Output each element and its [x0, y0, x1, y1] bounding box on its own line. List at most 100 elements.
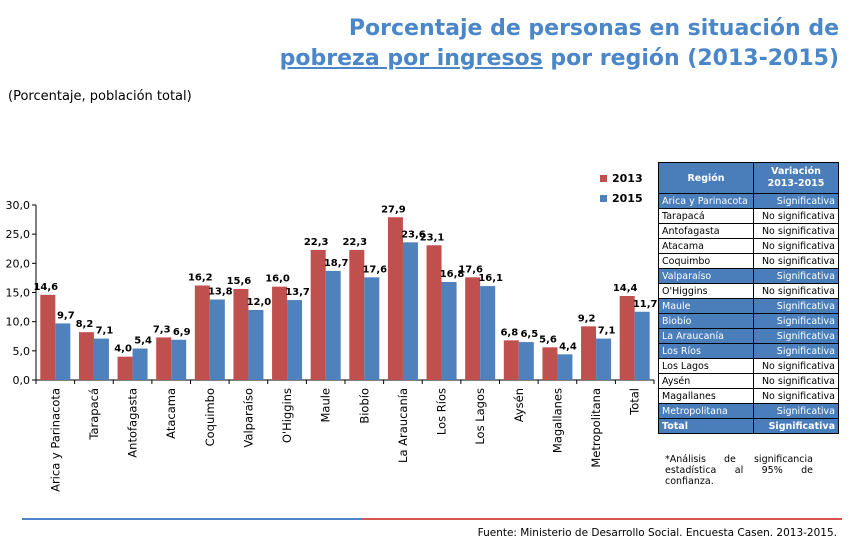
data-label-2013: 6,8: [500, 327, 518, 338]
table-cell-region: La Araucanía: [658, 328, 754, 344]
data-label-2013: 4,0: [114, 344, 132, 355]
table-cell-region: Valparaíso: [658, 268, 754, 284]
table-header-row: Región Variación 2013-2015: [658, 162, 839, 194]
data-label-2015: 5,4: [134, 336, 152, 347]
bar-2013: [194, 285, 210, 380]
data-label-2013: 27,9: [381, 204, 406, 215]
bar-2013: [310, 249, 326, 380]
table-row: Arica y Parinacota Significativa: [658, 193, 839, 209]
bar-2013: [426, 245, 442, 380]
table-cell-variation: Significativa: [753, 298, 839, 314]
chart-title: Porcentaje de personas en situación de p…: [280, 14, 839, 74]
y-tick-label: 30,0: [6, 199, 31, 212]
bar-2015: [441, 282, 457, 380]
table-cell-region: Total: [658, 418, 754, 434]
table-cell-variation: Significativa: [753, 418, 839, 434]
title-underlined-part: pobreza por ingresos: [279, 46, 543, 71]
legend-label-2013: 2013: [612, 172, 643, 185]
table-row: Antofagasta No significativa: [658, 223, 839, 239]
bar-2013: [117, 356, 133, 380]
table-cell-variation: No significativa: [753, 223, 839, 239]
data-label-2013: 22,3: [342, 237, 367, 248]
x-category-label: Maule: [319, 388, 333, 423]
table-body: Arica y Parinacota Significativa Tarapacá N…: [658, 193, 839, 434]
data-label-2015: 17,6: [362, 264, 387, 275]
x-category-label: Arica y Parinacota: [48, 388, 62, 492]
table-cell-variation: Significativa: [753, 268, 839, 284]
data-label-2013: 17,6: [458, 264, 483, 275]
table-row: Los Lagos No significativa: [658, 358, 839, 374]
x-category-label: La Araucanía: [396, 388, 410, 463]
significance-note: *Análisis de significancia estadística a…: [665, 454, 813, 487]
x-category-label: Los Ríos: [435, 388, 449, 435]
data-label-2015: 12,0: [247, 297, 272, 308]
table-cell-variation: Significativa: [753, 193, 839, 209]
bar-2015: [596, 338, 612, 380]
data-label-2013: 23,1: [420, 232, 445, 243]
table-row: Aysén No significativa: [658, 373, 839, 389]
bar-2015: [287, 300, 303, 380]
table-cell-variation: Significativa: [753, 343, 839, 359]
data-label-2013: 7,3: [153, 324, 171, 335]
data-label-2013: 14,4: [613, 283, 638, 294]
data-label-2013: 5,6: [539, 334, 557, 345]
data-label-2015: 6,9: [173, 327, 191, 338]
table-cell-region: Coquimbo: [658, 253, 754, 269]
table-row: La Araucanía Significativa: [658, 328, 839, 344]
legend-swatch-2013: [600, 175, 607, 182]
data-label-2015: 16,8: [440, 269, 465, 280]
data-label-2015: 7,1: [598, 326, 616, 337]
data-label-2015: 16,1: [478, 273, 503, 284]
bar-2015: [402, 242, 418, 380]
table-cell-region: Aysén: [658, 373, 754, 389]
table-cell-variation: No significativa: [753, 358, 839, 374]
legend-label-2015: 2015: [612, 192, 643, 205]
bar-2013: [78, 332, 94, 380]
table-row: Valparaíso Significativa: [658, 268, 839, 284]
bar-2015: [325, 270, 341, 380]
data-label-2015: 7,1: [96, 326, 114, 337]
bar-2013: [349, 249, 365, 380]
divider-line-blue: [22, 518, 362, 520]
table-cell-variation: No significativa: [753, 373, 839, 389]
table-cell-region: Atacama: [658, 238, 754, 254]
table-cell-variation: No significativa: [753, 388, 839, 404]
bar-2013: [156, 337, 172, 380]
bar-2013: [387, 217, 403, 380]
table-cell-region: Maule: [658, 298, 754, 314]
table-cell-variation: Significativa: [753, 328, 839, 344]
data-label-2015: 4,4: [559, 341, 577, 352]
bar-2013: [503, 340, 519, 380]
table-row: Coquimbo No significativa: [658, 253, 839, 269]
table-row: Maule Significativa: [658, 298, 839, 314]
bar-chart: 0,0 5,0 10,0 15,0 20,0 25,0 30,0 14,6 9,7 Arica y…: [6, 172, 658, 492]
bar-2015: [518, 342, 534, 380]
source-note: Fuente: Ministerio de Desarrollo Social.…: [477, 527, 837, 539]
data-label-2013: 15,6: [227, 276, 252, 287]
x-category-label: Tarapacá: [87, 388, 101, 441]
table-cell-region: Biobío: [658, 313, 754, 329]
table-cell-variation: Significativa: [753, 313, 839, 329]
x-category-label: Aysén: [512, 388, 526, 422]
table-row-total: Total Significativa: [658, 418, 839, 434]
bar-2015: [248, 310, 264, 380]
table-cell-region: Metropolitana: [658, 403, 754, 419]
x-category-label: Antofagasta: [126, 388, 140, 458]
x-category-label: O'Higgins: [280, 388, 294, 443]
table-cell-region: Los Lagos: [658, 358, 754, 374]
x-category-label: Total: [628, 388, 642, 416]
data-label-2015: 9,7: [57, 310, 75, 321]
bar-2015: [209, 299, 225, 380]
table-row: O'Higgins No significativa: [658, 283, 839, 299]
y-tick-label: 10,0: [6, 316, 31, 329]
table-cell-region: Los Ríos: [658, 343, 754, 359]
table-cell-variation: No significativa: [753, 283, 839, 299]
table-row: Los Ríos Significativa: [658, 343, 839, 359]
header-region: Región: [658, 162, 754, 194]
y-tick-label: 25,0: [6, 228, 31, 241]
significance-table: Región Variación 2013-2015 Arica y Parin…: [658, 162, 839, 434]
bar-2013: [40, 294, 56, 380]
data-label-2015: 18,7: [324, 258, 349, 269]
y-tick-label: 20,0: [6, 257, 31, 270]
title-rest-part: por región (2013-2015): [542, 46, 839, 71]
